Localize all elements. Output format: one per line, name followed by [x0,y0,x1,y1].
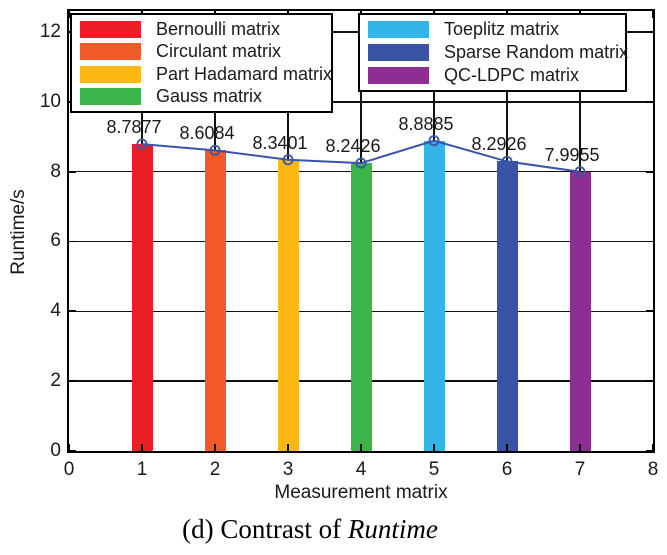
legend-item-label: Circulant matrix [156,41,282,62]
legend-item-label: Gauss matrix [156,86,263,107]
value-label-6: 8.2926 [471,134,527,155]
legend-item: Bernoulli matrix [72,19,331,40]
value-label-7: 7.9955 [544,144,600,165]
legend-item: Gauss matrix [72,86,331,107]
line-segment [141,139,581,173]
legend-swatch-icon [368,21,429,38]
x-axis-label: Measurement matrix [274,482,448,503]
bar-1 [131,144,153,451]
legend-item-label: Sparse Random matrix [444,42,629,62]
x-axis-tick [652,444,654,451]
x-axis-tick [360,444,362,451]
x-axis-tick-top [652,11,654,18]
x-axis-tick [141,444,143,451]
circle-marker [574,166,586,178]
x-axis-tick [579,444,581,451]
y-axis-tick [69,170,76,173]
circle-marker [355,157,367,169]
x-axis-tick-top [68,11,70,18]
value-label-1: 8.7877 [106,117,162,138]
circle-marker [501,155,513,167]
figure-caption: (d) Contrast of Runtime [0,514,620,545]
legend-item-label: Bernoulli matrix [156,18,281,39]
legend-item-label: QC-LDPC matrix [444,65,580,85]
y-axis-tick-right [646,380,653,383]
y-axis-tick-right [646,310,653,313]
legend-item: Circulant matrix [72,41,331,62]
value-label-4: 8.2426 [325,136,381,157]
y-tick-label: 4 [50,300,61,322]
legend-swatch-icon [368,67,429,84]
legend-item-label: Toeplitz matrix [444,19,560,39]
legend-box-left: Bernoulli matrix Circulant matrix Part Had… [70,13,333,113]
x-tick-label: 5 [428,459,440,480]
circle-marker [282,154,294,166]
circle-marker [428,135,440,147]
x-tick-label: 3 [282,459,294,480]
bar-3 [277,159,299,451]
bar-4 [350,163,372,451]
y-tick-label: 0 [50,440,61,461]
x-tick-label: 6 [501,459,513,480]
y-axis-tick-right [646,100,653,103]
x-tick-label: 4 [355,459,367,480]
bar-7 [569,171,591,451]
x-axis-tick [68,444,70,451]
y-axis-tick [69,240,76,243]
y-axis-tick-right [646,450,653,452]
y-axis-tick [69,380,76,383]
legend-swatch-icon [80,88,141,106]
y-tick-label: 8 [50,160,61,182]
y-axis-tick [69,450,76,452]
y-axis-tick-right [646,240,653,243]
bar-5 [423,140,445,451]
x-tick-label: 8 [647,459,659,480]
x-tick-label: 2 [209,459,221,480]
y-tick-label: 6 [50,230,61,252]
legend-swatch-icon [80,65,141,83]
x-tick-label: 1 [136,459,148,480]
legend-swatch-icon [80,20,141,38]
y-tick-label: 2 [50,370,61,392]
y-tick-label: 10 [39,90,61,112]
y-axis-tick-right [646,31,653,33]
legend-item: QC-LDPC matrix [360,65,625,86]
legend-item-label: Part Hadamard matrix [156,63,333,84]
legend-item: Sparse Random matrix [360,42,629,63]
caption-text: (d) Contrast of [182,514,348,544]
legend-item: Part Hadamard matrix [72,63,333,85]
bar-2 [204,150,226,451]
value-label-3: 8.3401 [252,132,308,153]
x-tick-label: 7 [574,459,586,480]
legend-box-right: Toeplitz matrix Sparse Random matrix QC-LD… [358,13,629,92]
y-axis-tick [69,310,76,313]
legend-swatch-icon [368,44,429,61]
circle-marker [136,138,148,150]
bar-6 [496,161,518,451]
y-tick-label: 12 [39,20,61,42]
caption-italic-text: Runtime [347,514,438,544]
circle-marker [209,144,221,156]
value-label-5: 8.8885 [398,113,454,134]
x-axis-tick [287,444,289,451]
x-axis-tick [214,444,216,451]
value-label-2: 8.6084 [179,123,235,144]
runtime-line [136,135,586,178]
legend-swatch-icon [80,43,141,61]
legend-item: Toeplitz matrix [360,19,625,40]
x-axis-tick [506,444,508,451]
x-axis-tick [433,444,435,451]
x-tick-label: 0 [63,459,75,480]
y-axis-tick-right [646,170,653,173]
